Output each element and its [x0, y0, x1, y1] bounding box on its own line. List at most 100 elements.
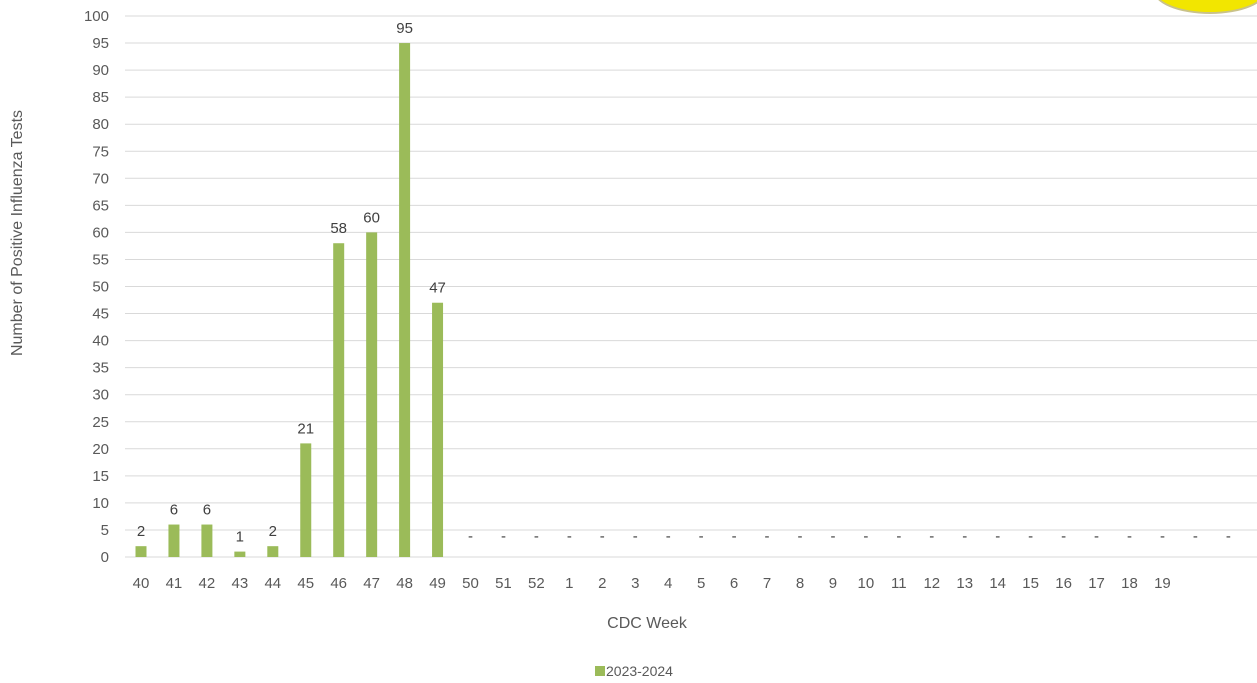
- x-tick-label: 40: [133, 575, 150, 592]
- x-tick-label: 17: [1088, 575, 1105, 592]
- y-tick-label: 95: [92, 35, 109, 52]
- data-label: 2: [269, 523, 277, 540]
- x-tick-label: 4: [664, 575, 672, 592]
- data-label: 47: [429, 280, 446, 297]
- bar: [168, 524, 180, 557]
- data-label: 2: [137, 523, 145, 540]
- y-tick-label: 65: [92, 197, 109, 214]
- data-label: -: [995, 528, 1000, 545]
- data-label: -: [468, 528, 473, 545]
- x-tick-label: 47: [363, 575, 380, 592]
- x-tick-label: 44: [264, 575, 281, 592]
- data-label: -: [1127, 528, 1132, 545]
- y-tick-label: 10: [92, 495, 109, 512]
- x-tick-label: 16: [1055, 575, 1072, 592]
- data-label: -: [863, 528, 868, 545]
- data-label: 60: [363, 209, 380, 226]
- legend-swatch: [595, 666, 605, 676]
- y-tick-label: 5: [101, 522, 109, 539]
- data-label: -: [534, 528, 539, 545]
- y-tick-label: 25: [92, 414, 109, 431]
- x-tick-label: 48: [396, 575, 413, 592]
- data-label: 6: [170, 502, 178, 519]
- x-tick-label: 6: [730, 575, 738, 592]
- y-tick-label: 85: [92, 89, 109, 106]
- x-tick-label: 52: [528, 575, 545, 592]
- x-tick-label: 11: [891, 575, 907, 592]
- bar: [399, 43, 411, 558]
- x-tick-label: 13: [956, 575, 973, 592]
- data-label: 6: [203, 502, 211, 519]
- bar: [333, 243, 345, 557]
- y-tick-label: 70: [92, 170, 109, 187]
- data-label: -: [765, 528, 770, 545]
- x-tick-label: 9: [829, 575, 837, 592]
- x-tick-label: 10: [858, 575, 875, 592]
- bar: [432, 302, 444, 557]
- data-label: -: [732, 528, 737, 545]
- y-tick-label: 75: [92, 143, 109, 160]
- data-label: -: [699, 528, 704, 545]
- y-tick-label: 0: [101, 549, 109, 566]
- data-label: -: [1193, 528, 1198, 545]
- x-tick-label: 45: [297, 575, 314, 592]
- x-tick-label: 18: [1121, 575, 1138, 592]
- y-tick-label: 35: [92, 360, 109, 377]
- data-label: -: [633, 528, 638, 545]
- data-label: -: [1028, 528, 1033, 545]
- data-label: -: [567, 528, 572, 545]
- data-label: -: [962, 528, 967, 545]
- y-tick-label: 50: [92, 279, 109, 296]
- x-tick-label: 49: [429, 575, 446, 592]
- x-tick-label: 1: [565, 575, 573, 592]
- y-tick-label: 15: [92, 468, 109, 485]
- bar: [300, 443, 312, 557]
- x-tick-label: 19: [1154, 575, 1171, 592]
- data-label: -: [896, 528, 901, 545]
- data-labels: 2 6 6 1 2 21 58 60 95 47 - - - - - - - - - - - - - - - - - - - - - - - -: [137, 20, 1231, 546]
- bars: [135, 43, 444, 558]
- x-tick-label: 42: [199, 575, 216, 592]
- data-label: -: [929, 528, 934, 545]
- x-tick-label: 2: [598, 575, 606, 592]
- bar: [201, 524, 213, 557]
- y-tick-label: 55: [92, 251, 109, 268]
- y-tick-label: 60: [92, 224, 109, 241]
- data-label: -: [1094, 528, 1099, 545]
- x-tick-label: 15: [1022, 575, 1039, 592]
- y-axis-ticks: 0 5 10 15 20 25 30 35 40 45 50 55 60 65 70 75 80 85 90 95 10…: [84, 8, 109, 566]
- data-label: -: [798, 528, 803, 545]
- data-label: -: [1160, 528, 1165, 545]
- y-tick-label: 40: [92, 333, 109, 350]
- x-tick-label: 14: [989, 575, 1006, 592]
- x-tick-label: 46: [330, 575, 347, 592]
- x-tick-label: 5: [697, 575, 705, 592]
- y-tick-label: 90: [92, 62, 109, 79]
- gridlines: [125, 15, 1257, 558]
- x-tick-label: 41: [166, 575, 183, 592]
- y-tick-label: 80: [92, 116, 109, 133]
- x-tick-label: 50: [462, 575, 479, 592]
- x-tick-label: 8: [796, 575, 804, 592]
- data-label: -: [501, 528, 506, 545]
- data-label: -: [830, 528, 835, 545]
- data-label: -: [1226, 528, 1231, 545]
- data-label: 21: [297, 420, 314, 437]
- y-tick-label: 30: [92, 387, 109, 404]
- x-axis-title: CDC Week: [607, 615, 688, 632]
- data-label: 1: [236, 529, 244, 546]
- x-tick-label: 51: [495, 575, 512, 592]
- bar: [234, 551, 246, 557]
- bar: [135, 546, 147, 557]
- y-tick-label: 20: [92, 441, 109, 458]
- y-tick-label: 45: [92, 306, 109, 323]
- x-tick-label: 12: [923, 575, 940, 592]
- y-axis-title: Number of Positive Influenza Tests: [9, 110, 26, 356]
- bar: [366, 232, 378, 557]
- data-label: 95: [396, 20, 413, 37]
- y-tick-label: 100: [84, 8, 109, 25]
- x-tick-label: 3: [631, 575, 639, 592]
- data-label: -: [1061, 528, 1066, 545]
- data-label: -: [666, 528, 671, 545]
